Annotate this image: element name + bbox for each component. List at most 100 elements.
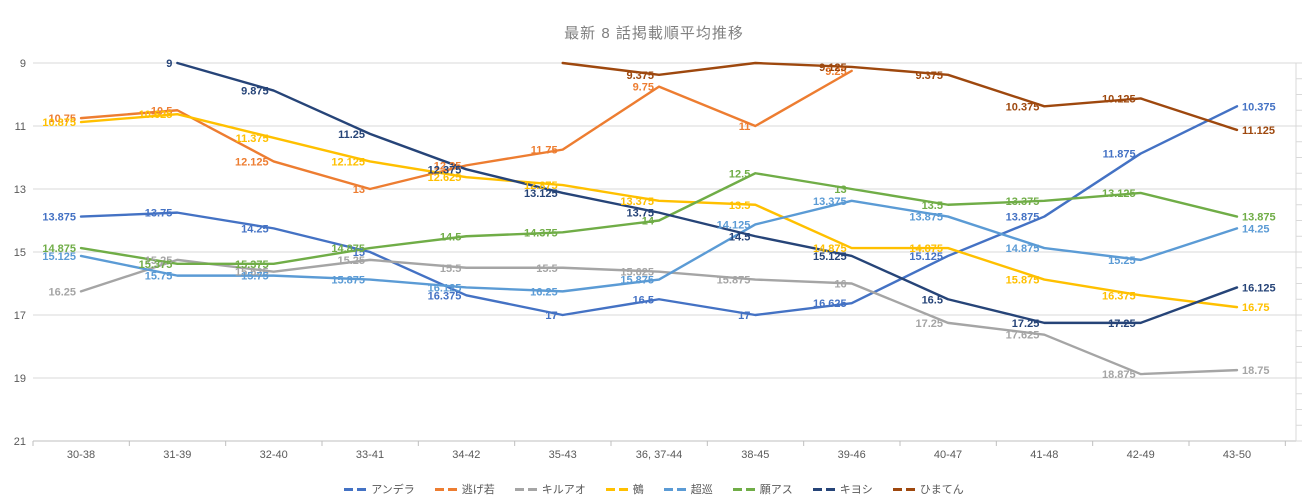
data-label: 13 [353, 184, 365, 196]
data-label: 13.5 [922, 200, 943, 212]
data-label: 15.875 [331, 275, 365, 287]
series-line-4 [79, 199, 1239, 293]
data-label: 11.25 [338, 129, 365, 141]
data-label: 14.875 [813, 243, 847, 255]
y-axis-tick-label: 19 [14, 373, 26, 385]
data-label: 11.75 [531, 145, 558, 157]
legend-label: キルアオ [541, 484, 586, 496]
legend: アンデラ 逃げ若 キルアオ 鵺 超巡 願アス キヨシ ひまてん [0, 481, 1308, 497]
legend-label: 逃げ若 [461, 484, 495, 496]
data-label: 11.375 [236, 133, 269, 145]
data-label: 15.625 [235, 267, 269, 279]
x-category-label: 40-47 [934, 449, 962, 461]
data-label: 17 [545, 310, 557, 322]
legend-dash [732, 487, 742, 491]
data-label: 15.625 [620, 267, 654, 279]
data-label: 9.125 [819, 62, 847, 74]
y-axis-tick-label: 13 [14, 184, 26, 196]
data-label: 14.875 [42, 243, 76, 255]
data-label: 11.125 [1242, 125, 1275, 137]
data-label: 15.875 [717, 275, 751, 287]
x-category-label: 42-49 [1127, 449, 1155, 461]
x-category-label: 35-43 [549, 449, 577, 461]
data-label: 17.625 [1006, 330, 1040, 342]
legend-item: 鵺 [605, 481, 644, 497]
data-label: 17 [738, 310, 750, 322]
data-label: 14.875 [909, 243, 943, 255]
data-label: 15.75 [241, 271, 269, 283]
legend-dash [357, 487, 367, 491]
data-label: 12.375 [428, 164, 462, 176]
data-label: 13.875 [909, 212, 943, 224]
x-category-label: 36, 37-44 [636, 449, 682, 461]
legend-item: 逃げ若 [434, 481, 495, 497]
data-label: 14 [642, 216, 655, 228]
data-label: 12.5 [729, 168, 750, 180]
legend-item: 願アス [732, 481, 793, 497]
data-label: 16.625 [813, 298, 847, 310]
x-category-label: 30-38 [67, 449, 95, 461]
data-label: 10.375 [1006, 101, 1040, 113]
data-label: 10.5 [151, 105, 172, 117]
legend-dash [618, 487, 628, 491]
data-label: 15.125 [813, 251, 847, 263]
data-label: 15.5 [536, 263, 557, 275]
data-label: 17.25 [1012, 318, 1040, 330]
legend-item: ひまてん [892, 481, 964, 497]
data-label: 13.375 [1006, 196, 1040, 208]
data-label: 16.375 [428, 290, 462, 302]
data-label: 12.125 [331, 156, 365, 168]
data-label: 9 [166, 58, 172, 70]
data-label: 15.25 [1108, 255, 1136, 267]
data-label: 13 [834, 184, 846, 196]
legend-item: 超巡 [663, 481, 713, 497]
data-label: 15.5 [440, 263, 461, 275]
x-category-label: 38-45 [741, 449, 769, 461]
data-label: 17.25 [915, 318, 943, 330]
data-label: 9.375 [915, 70, 943, 82]
data-label: 13.5 [729, 200, 750, 212]
data-label: 13.75 [145, 208, 173, 220]
data-label: 13.125 [1102, 188, 1136, 200]
data-label: 9.75 [633, 82, 654, 94]
data-label: 9.875 [241, 86, 269, 98]
data-label: 14.875 [1006, 243, 1040, 255]
legend-item: キヨシ [812, 481, 873, 497]
legend-marker-dashes [892, 487, 915, 491]
legend-label: アンデラ [371, 484, 415, 496]
legend-dash [344, 487, 354, 491]
legend-label: 願アス [759, 484, 793, 496]
data-label: 16.125 [428, 282, 462, 294]
y-axis-tick-label: 11 [15, 121, 26, 133]
legend-dash [514, 487, 524, 491]
series-line-3 [79, 112, 1239, 309]
x-category-label: 34-42 [452, 449, 480, 461]
data-label: 13.75 [626, 208, 654, 220]
legend-marker-dashes [812, 487, 835, 491]
legend-marker-dashes [344, 487, 367, 491]
chart-title: 最新 8 話掲載順平均推移 [564, 25, 744, 42]
data-label: 15.25 [145, 255, 173, 267]
data-label: 9.375 [626, 70, 654, 82]
x-category-label: 32-40 [260, 449, 288, 461]
data-label: 14.375 [524, 227, 558, 239]
data-label: 12.625 [428, 172, 462, 184]
data-label: 14.25 [241, 223, 269, 235]
data-label: 11 [739, 121, 751, 133]
data-label: 16.375 [1102, 290, 1136, 302]
legend-dash [892, 487, 902, 491]
data-label: 13.375 [620, 196, 654, 208]
legend-dash [812, 487, 822, 491]
legend-dash [905, 487, 915, 491]
data-label: 16.25 [530, 286, 558, 298]
data-label: 16.5 [633, 294, 654, 306]
x-category-label: 43-50 [1223, 449, 1251, 461]
data-label: 15.875 [620, 275, 654, 287]
data-label: 13.375 [813, 196, 847, 208]
legend-marker-dashes [663, 487, 686, 491]
data-label: 9.25 [825, 66, 846, 78]
legend-item: キルアオ [514, 481, 586, 497]
legend-dash [527, 487, 537, 491]
legend-label: ひまてん [919, 484, 964, 496]
